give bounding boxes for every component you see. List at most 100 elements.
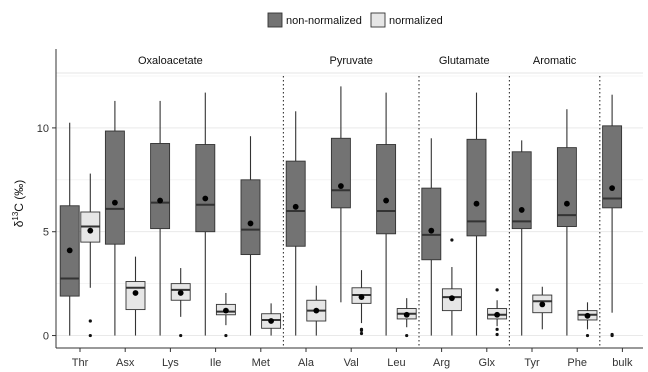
outlier-norm-arg-0 — [450, 238, 454, 242]
box-body-nonnorm-ala — [285, 160, 306, 247]
outlier-norm-glx-2 — [495, 332, 499, 337]
box-nonnorm-arg — [421, 138, 442, 336]
mean-nonnorm-thr — [66, 247, 73, 254]
mean-norm-arg — [449, 295, 455, 302]
box-body-nonnorm-arg — [421, 187, 442, 261]
mean-norm-glx — [494, 311, 500, 318]
box-body-nonnorm-tyr — [511, 151, 532, 230]
mean-norm-ala — [313, 307, 320, 314]
box-norm-thr — [80, 173, 101, 338]
x-tick-label-glx: Glx — [479, 357, 496, 369]
box-norm-met — [261, 303, 282, 336]
x-tick-label-lys: Lys — [162, 357, 179, 369]
outlier-norm-thr-1 — [88, 333, 92, 338]
box-norm-phe — [577, 302, 598, 338]
mean-nonnorm-leu — [383, 197, 389, 204]
box-body-nonnorm-ile — [195, 144, 216, 233]
mean-nonnorm-ile — [202, 195, 209, 202]
box-nonnorm-val — [330, 86, 351, 303]
mean-norm-leu — [403, 311, 410, 318]
outlier-norm-val-1 — [359, 331, 364, 336]
box-norm-arg — [441, 238, 462, 336]
legend-label-normalized: normalized — [389, 15, 443, 27]
outlier-norm-glx-0 — [495, 288, 499, 292]
outlier-norm-val-2 — [359, 327, 364, 331]
x-tick-label-arg: Arg — [433, 357, 450, 369]
box-nonnorm-phe — [556, 109, 577, 336]
box-nonnorm-bulk — [602, 94, 623, 338]
outlier-norm-phe-0 — [585, 333, 590, 338]
mean-nonnorm-val — [338, 183, 344, 189]
box-norm-ile — [215, 292, 236, 338]
boxes — [59, 86, 623, 338]
mean-norm-ile — [223, 307, 229, 314]
mean-norm-val — [358, 294, 365, 301]
box-body-nonnorm-asx — [104, 130, 125, 245]
box-nonnorm-ile — [195, 92, 216, 336]
mean-norm-thr — [87, 227, 94, 234]
x-tick-label-ala: Ala — [298, 357, 315, 369]
mean-nonnorm-arg — [428, 227, 435, 234]
mean-nonnorm-glx — [473, 200, 480, 207]
y-tick-label-10: 10 — [37, 123, 49, 135]
x-tick-label-val: Val — [344, 357, 359, 369]
outlier-nonnorm-bulk-1 — [610, 332, 614, 337]
y-tick-label-0: 0 — [43, 331, 49, 343]
box-nonnorm-lys — [150, 100, 171, 336]
mean-norm-tyr — [539, 301, 546, 308]
box-nonnorm-tyr — [511, 140, 532, 336]
mean-nonnorm-bulk — [609, 185, 615, 192]
legend-label-non-normalized: non-normalized — [286, 15, 362, 27]
outlier-norm-ile-0 — [224, 333, 228, 338]
box-body-nonnorm-met — [240, 179, 261, 256]
x-tick-label-ile: Ile — [210, 357, 222, 369]
axes — [55, 49, 643, 349]
box-nonnorm-leu — [376, 92, 397, 336]
x-tick-label-bulk: bulk — [612, 357, 633, 369]
mean-nonnorm-tyr — [518, 207, 525, 213]
group-labels: Oxaloacetate Pyruvate Glutamate Aromatic — [138, 55, 577, 67]
box-nonnorm-ala — [285, 111, 306, 336]
y-axis-title: δ13C (‰) — [11, 180, 26, 228]
mean-nonnorm-ala — [292, 203, 299, 210]
box-norm-asx — [125, 256, 146, 336]
box-body-nonnorm-leu — [376, 144, 397, 235]
x-tick-label-phe: Phe — [567, 357, 587, 369]
legend-swatch-normalized — [370, 12, 386, 28]
x-tick-label-asx: Asx — [116, 357, 135, 369]
group-label-pyruvate: Pyruvate — [329, 55, 372, 67]
mean-nonnorm-phe — [564, 200, 570, 207]
mean-nonnorm-met — [247, 220, 254, 227]
box-nonnorm-glx — [466, 92, 487, 336]
box-nonnorm-met — [240, 136, 261, 336]
x-tick-label-leu: Leu — [387, 357, 405, 369]
box-norm-val — [351, 270, 372, 336]
box-body-nonnorm-lys — [150, 143, 171, 230]
outlier-norm-thr-0 — [88, 319, 92, 323]
box-norm-ala — [306, 285, 327, 336]
box-body-nonnorm-val — [330, 137, 351, 209]
group-dividers — [282, 76, 601, 348]
box-norm-glx — [487, 288, 508, 337]
mean-norm-asx — [132, 290, 139, 296]
x-tick-label-thr: Thr — [72, 357, 89, 369]
x-tick-label-tyr: Tyr — [524, 357, 540, 369]
mean-nonnorm-lys — [157, 197, 164, 204]
group-label-glutamate: Glutamate — [439, 55, 490, 67]
mean-norm-lys — [177, 290, 184, 296]
y-axis-ticks: 0 5 10 — [37, 123, 56, 343]
box-nonnorm-thr — [59, 122, 80, 336]
box-nonnorm-asx — [104, 100, 125, 336]
box-norm-leu — [396, 298, 417, 338]
group-label-oxaloacetate: Oxaloacetate — [138, 55, 203, 67]
box-body-nonnorm-glx — [466, 138, 487, 237]
box-norm-tyr — [532, 286, 553, 330]
box-body-nonnorm-phe — [556, 147, 577, 227]
mean-nonnorm-asx — [112, 199, 118, 206]
group-label-aromatic: Aromatic — [533, 55, 577, 67]
outlier-norm-lys-0 — [179, 333, 183, 338]
box-body-nonnorm-bulk — [602, 125, 623, 209]
y-tick-label-5: 5 — [43, 227, 49, 239]
box-norm-lys — [170, 268, 191, 338]
